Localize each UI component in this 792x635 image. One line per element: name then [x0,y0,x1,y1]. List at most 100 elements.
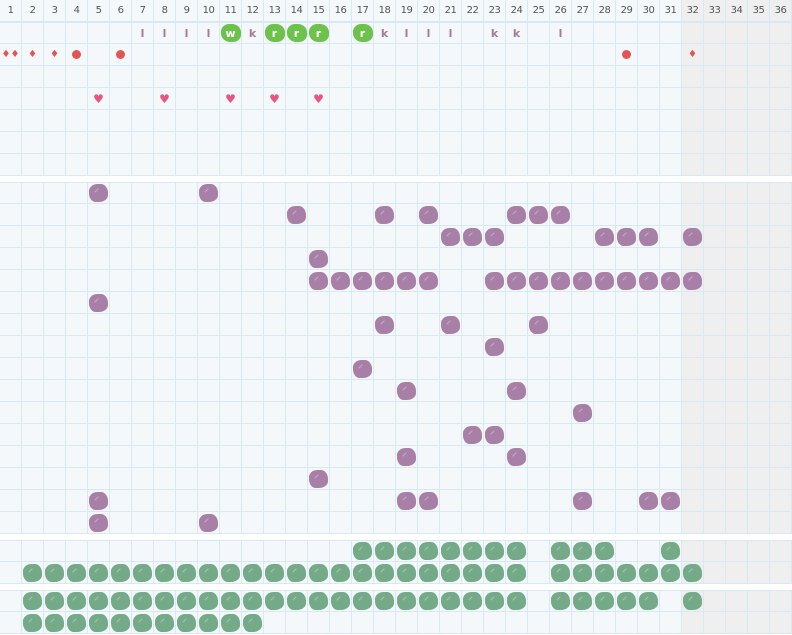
green-mark[interactable] [221,592,240,610]
grid-cell[interactable] [0,540,22,562]
grid-cell[interactable] [528,612,550,634]
grid-cell[interactable] [286,490,308,512]
grid-cell[interactable] [616,270,638,292]
grid-cell[interactable] [462,292,484,314]
grid-cell[interactable] [220,590,242,612]
grid-cell[interactable] [352,336,374,358]
green-mark[interactable] [265,563,284,582]
green-mark[interactable] [287,563,306,582]
grid-cell[interactable] [242,612,264,634]
grid-cell[interactable] [462,380,484,402]
grid-cell[interactable] [0,88,22,110]
grid-cell[interactable] [484,612,506,634]
grid-cell[interactable] [770,22,792,44]
grid-cell[interactable] [440,590,462,612]
grid-cell[interactable] [176,490,198,512]
grid-cell[interactable] [154,292,176,314]
grid-cell[interactable] [440,612,462,634]
grid-cell[interactable] [110,446,132,468]
purple-mark[interactable] [353,271,372,290]
grid-cell[interactable] [418,226,440,248]
purple-mark[interactable] [375,271,394,290]
grid-cell[interactable] [308,270,330,292]
grid-cell[interactable] [616,424,638,446]
grid-cell[interactable] [550,314,572,336]
grid-cell[interactable] [374,292,396,314]
grid-cell[interactable] [308,562,330,584]
grid-cell[interactable] [682,490,704,512]
grid-cell[interactable] [242,468,264,490]
green-mark[interactable] [463,592,482,610]
grid-cell[interactable] [660,110,682,132]
grid-cell[interactable] [528,226,550,248]
grid-cell[interactable] [44,314,66,336]
grid-cell[interactable] [462,204,484,226]
grid-cell[interactable] [550,590,572,612]
grid-cell[interactable] [484,468,506,490]
grid-cell[interactable] [440,44,462,66]
green-mark[interactable] [617,592,636,610]
grid-cell[interactable] [44,590,66,612]
grid-cell[interactable] [198,336,220,358]
grid-cell[interactable] [374,424,396,446]
grid-cell[interactable] [528,110,550,132]
grid-cell[interactable] [330,424,352,446]
grid-cell[interactable] [0,292,22,314]
grid-cell[interactable] [22,270,44,292]
grid-cell[interactable] [220,66,242,88]
grid-cell[interactable] [154,110,176,132]
grid-cell[interactable] [440,182,462,204]
grid-cell[interactable] [176,292,198,314]
grid-cell[interactable] [572,270,594,292]
grid-cell[interactable] [726,88,748,110]
grid-cell[interactable] [352,66,374,88]
grid-cell[interactable] [176,336,198,358]
grid-cell[interactable] [110,226,132,248]
grid-cell[interactable] [110,44,132,66]
grid-cell[interactable] [550,132,572,154]
grid-cell[interactable] [242,88,264,110]
grid-cell[interactable] [550,490,572,512]
grid-cell[interactable] [66,248,88,270]
grid-cell[interactable] [44,292,66,314]
grid-cell[interactable] [352,540,374,562]
grid-cell[interactable] [572,562,594,584]
grid-cell[interactable] [264,292,286,314]
grid-cell[interactable] [572,132,594,154]
grid-cell[interactable] [748,424,770,446]
grid-cell[interactable] [132,314,154,336]
grid-cell[interactable] [748,336,770,358]
grid-cell[interactable] [484,110,506,132]
purple-mark[interactable] [595,271,614,290]
grid-cell[interactable] [198,512,220,534]
grid-cell[interactable] [528,314,550,336]
grid-cell[interactable] [88,226,110,248]
grid-cell[interactable] [264,562,286,584]
grid-cell[interactable] [0,66,22,88]
grid-cell[interactable] [220,380,242,402]
grid-cell[interactable] [66,66,88,88]
grid-cell[interactable] [682,562,704,584]
grid-cell[interactable] [22,22,44,44]
grid-cell[interactable] [484,204,506,226]
purple-mark[interactable] [661,271,680,290]
grid-cell[interactable] [44,132,66,154]
grid-cell[interactable] [506,292,528,314]
grid-cell[interactable] [308,226,330,248]
grid-cell[interactable] [0,226,22,248]
grid-cell[interactable] [506,612,528,634]
grid-cell[interactable] [726,336,748,358]
grid-cell[interactable] [242,66,264,88]
grid-cell[interactable] [682,336,704,358]
grid-cell[interactable] [110,380,132,402]
grid-cell[interactable] [396,446,418,468]
grid-cell[interactable] [396,402,418,424]
grid-cell[interactable] [550,336,572,358]
grid-cell[interactable] [44,358,66,380]
grid-cell[interactable] [748,612,770,634]
green-mark[interactable] [331,563,350,582]
grid-cell[interactable] [110,424,132,446]
grid-cell[interactable] [374,590,396,612]
grid-cell[interactable] [220,402,242,424]
grid-cell[interactable] [484,512,506,534]
